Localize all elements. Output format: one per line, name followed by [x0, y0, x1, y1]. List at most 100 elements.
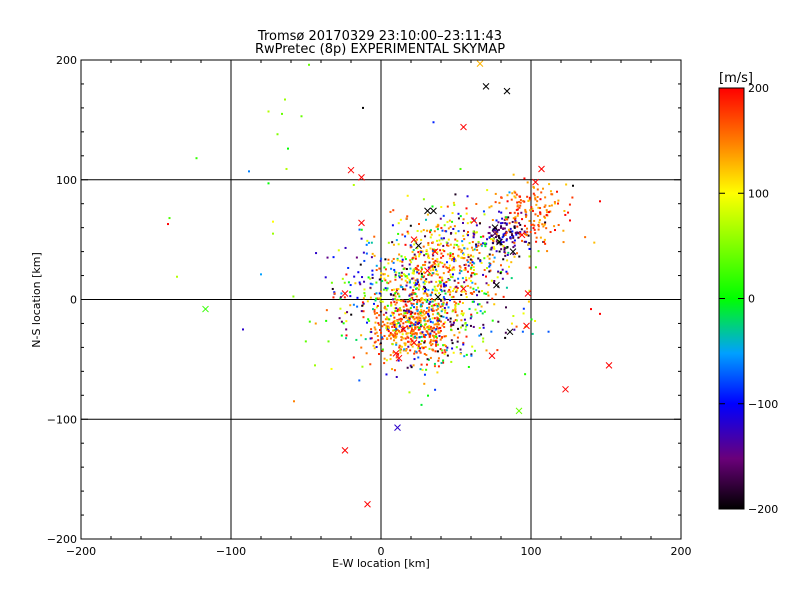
data-point [509, 236, 512, 239]
data-point [398, 295, 401, 298]
data-cross-stroke [491, 224, 499, 232]
data-point [427, 310, 430, 313]
data-point [412, 315, 415, 318]
data-cross [515, 407, 523, 415]
data-point [483, 213, 486, 216]
data-point [466, 259, 469, 262]
data-point [401, 260, 404, 263]
data-point [410, 297, 413, 300]
data-point [399, 349, 402, 352]
data-point [513, 241, 516, 244]
data-point [433, 299, 436, 302]
data-point [434, 268, 437, 271]
data-cross [202, 305, 209, 313]
data-point [514, 196, 517, 199]
data-point [412, 272, 415, 275]
data-point [439, 326, 442, 329]
data-point [412, 364, 415, 367]
data-point [461, 240, 464, 243]
data-point [373, 308, 376, 311]
data-point [452, 246, 455, 249]
data-point [470, 246, 473, 249]
data-point [448, 293, 451, 296]
data-point [506, 218, 509, 221]
data-point [304, 340, 307, 343]
data-point [395, 290, 398, 293]
data-point [455, 285, 458, 288]
data-point [414, 321, 417, 324]
data-point [363, 288, 366, 291]
data-point [465, 212, 468, 215]
data-point [437, 343, 440, 346]
data-point [476, 294, 479, 297]
data-point [464, 266, 467, 269]
data-point [315, 252, 318, 255]
data-point [436, 325, 439, 328]
data-point [465, 296, 468, 299]
data-point [392, 312, 395, 315]
y-tick-label: −200 [47, 533, 77, 546]
data-point [451, 212, 454, 215]
data-point [441, 279, 444, 282]
data-point [378, 314, 381, 317]
data-point [462, 218, 465, 221]
data-point [524, 373, 527, 376]
data-point [402, 268, 405, 271]
data-point [429, 318, 432, 321]
data-point [387, 330, 390, 333]
data-point [488, 206, 491, 209]
data-point [420, 311, 423, 314]
data-point [395, 326, 398, 329]
data-point [504, 222, 507, 225]
y-tick-label: 100 [56, 174, 77, 187]
data-cross-stroke [424, 267, 431, 275]
data-point [469, 279, 472, 282]
data-point [535, 236, 538, 239]
data-point [395, 323, 398, 326]
data-point [287, 147, 289, 150]
data-point [420, 298, 423, 301]
data-point [420, 238, 423, 241]
data-point [403, 312, 406, 315]
data-point [419, 325, 422, 328]
data-point [387, 241, 390, 244]
data-cross [491, 230, 499, 237]
data-point [472, 269, 475, 272]
data-point [463, 290, 466, 293]
data-point [417, 251, 420, 254]
data-point [482, 273, 485, 276]
data-point [458, 265, 461, 268]
data-point [409, 321, 412, 324]
data-point [464, 328, 467, 331]
data-point [402, 273, 405, 276]
data-point [442, 361, 445, 364]
data-point [439, 217, 442, 220]
data-point [398, 272, 401, 275]
data-point [451, 220, 454, 223]
data-point [473, 349, 476, 352]
data-point [404, 344, 407, 347]
data-point [501, 277, 504, 280]
data-point [377, 322, 380, 325]
data-point [325, 309, 328, 312]
data-point [501, 268, 504, 271]
data-point [360, 237, 363, 240]
data-point [432, 250, 435, 253]
data-point [327, 340, 330, 343]
data-point [410, 326, 413, 329]
data-point [505, 286, 508, 289]
data-point [459, 348, 462, 351]
data-point [428, 281, 431, 284]
data-point [443, 224, 446, 227]
data-point [502, 233, 505, 236]
data-point [445, 335, 448, 338]
data-point [435, 333, 438, 336]
data-point [389, 358, 392, 361]
data-point [467, 256, 470, 259]
data-point [445, 303, 448, 306]
data-point [379, 310, 382, 313]
data-point [440, 285, 443, 288]
data-point [409, 349, 412, 352]
data-point [445, 316, 448, 319]
data-point [599, 200, 601, 203]
